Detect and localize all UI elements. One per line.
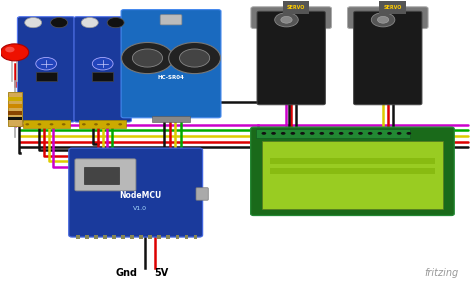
Circle shape [310, 132, 315, 135]
Circle shape [275, 13, 298, 27]
Bar [148, 235, 152, 239]
Circle shape [121, 42, 173, 74]
Circle shape [368, 132, 373, 135]
Circle shape [319, 132, 324, 135]
Circle shape [262, 132, 266, 135]
Bar [194, 235, 197, 239]
Circle shape [132, 49, 163, 67]
Bar [184, 235, 188, 239]
Circle shape [377, 132, 382, 135]
Circle shape [37, 123, 41, 126]
Circle shape [348, 132, 353, 135]
Circle shape [50, 123, 54, 126]
Circle shape [82, 123, 86, 126]
Bar [139, 235, 143, 239]
Bar [130, 235, 134, 239]
Circle shape [180, 49, 210, 67]
Bar [121, 235, 125, 239]
FancyBboxPatch shape [92, 72, 113, 81]
Circle shape [281, 16, 292, 23]
FancyBboxPatch shape [84, 167, 119, 184]
Text: Gnd: Gnd [115, 268, 137, 278]
Circle shape [106, 123, 110, 126]
Text: HC-SR04: HC-SR04 [157, 75, 184, 80]
Text: SERVO: SERVO [383, 5, 401, 10]
Circle shape [358, 132, 363, 135]
Circle shape [329, 132, 334, 135]
Bar [8, 92, 22, 126]
Bar [270, 158, 435, 164]
Bar [157, 235, 161, 239]
FancyBboxPatch shape [257, 11, 325, 105]
FancyBboxPatch shape [262, 141, 443, 209]
Text: SERVO: SERVO [287, 5, 305, 10]
Circle shape [107, 17, 124, 28]
Circle shape [25, 17, 42, 28]
Circle shape [271, 132, 276, 135]
Bar [76, 235, 80, 239]
Bar [8, 97, 22, 100]
FancyBboxPatch shape [75, 159, 136, 191]
FancyBboxPatch shape [69, 148, 202, 237]
Bar [85, 235, 89, 239]
Circle shape [118, 123, 122, 126]
Circle shape [94, 123, 98, 126]
Bar [94, 235, 98, 239]
Circle shape [81, 17, 98, 28]
FancyBboxPatch shape [74, 17, 131, 122]
Bar [103, 235, 107, 239]
FancyBboxPatch shape [152, 116, 190, 122]
Circle shape [281, 132, 285, 135]
Bar [8, 111, 22, 115]
Circle shape [92, 57, 113, 70]
Bar [256, 129, 410, 138]
FancyBboxPatch shape [251, 7, 331, 29]
Text: NodeMCU: NodeMCU [119, 191, 162, 200]
Bar [166, 235, 170, 239]
Bar [175, 235, 179, 239]
Circle shape [406, 132, 411, 135]
FancyBboxPatch shape [36, 72, 56, 81]
Circle shape [26, 123, 29, 126]
Circle shape [51, 17, 68, 28]
Circle shape [371, 13, 395, 27]
FancyBboxPatch shape [347, 7, 428, 29]
Circle shape [62, 123, 65, 126]
Circle shape [5, 47, 15, 52]
Bar [112, 235, 116, 239]
FancyBboxPatch shape [121, 10, 221, 118]
Circle shape [0, 44, 29, 61]
Text: fritzing: fritzing [424, 268, 458, 278]
Text: V1.0: V1.0 [133, 206, 147, 211]
Bar [270, 168, 435, 174]
FancyBboxPatch shape [79, 120, 126, 128]
FancyBboxPatch shape [23, 120, 70, 128]
Text: 5V: 5V [155, 268, 169, 278]
Circle shape [169, 42, 220, 74]
Circle shape [397, 132, 401, 135]
Bar [8, 104, 22, 108]
Bar [8, 117, 22, 120]
FancyBboxPatch shape [251, 127, 454, 216]
FancyBboxPatch shape [160, 15, 182, 25]
Circle shape [377, 16, 389, 23]
FancyBboxPatch shape [18, 17, 75, 122]
Circle shape [339, 132, 344, 135]
Circle shape [387, 132, 392, 135]
Circle shape [300, 132, 305, 135]
FancyBboxPatch shape [196, 188, 208, 200]
Circle shape [36, 57, 56, 70]
FancyBboxPatch shape [354, 11, 422, 105]
Circle shape [291, 132, 295, 135]
